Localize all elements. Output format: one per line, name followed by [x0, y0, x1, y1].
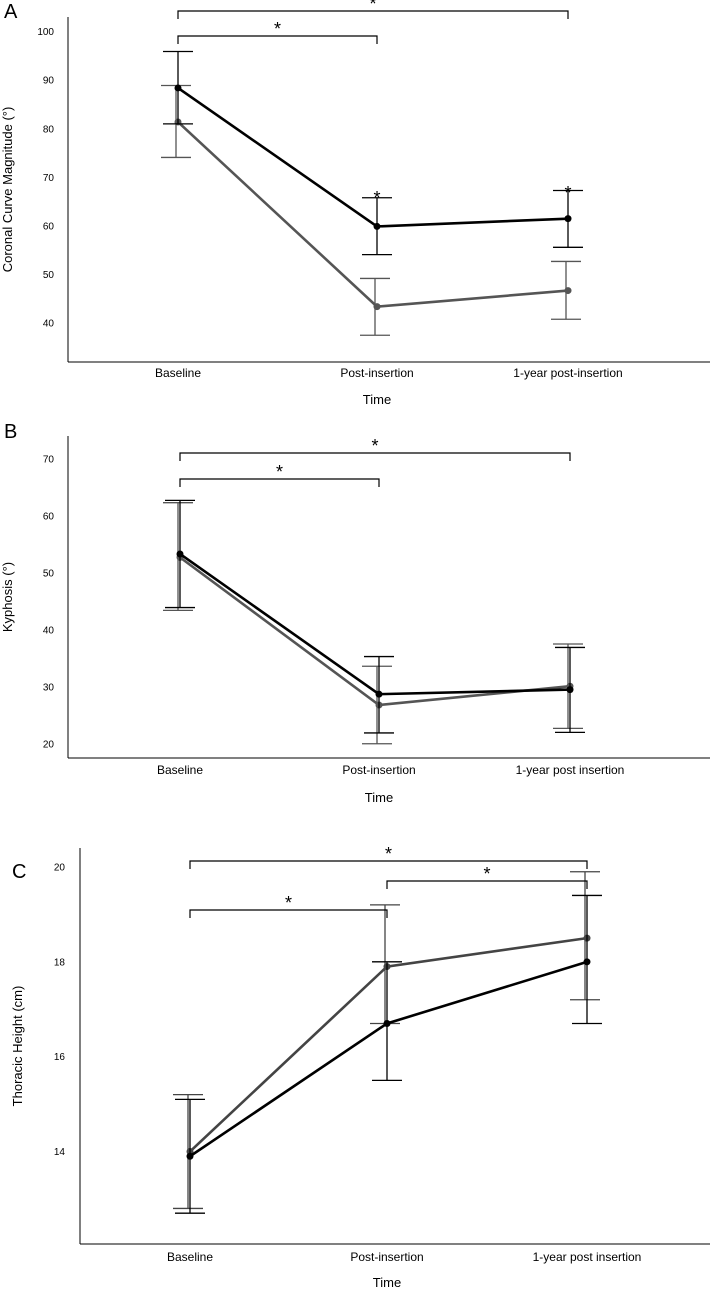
- series-2: [163, 502, 583, 745]
- series-1: [163, 50, 583, 256]
- y-axis-title: Thoracic Height (cm): [10, 986, 25, 1107]
- y-tick-label: 18: [54, 957, 66, 968]
- data-point: [373, 303, 381, 311]
- y-tick-label: 20: [43, 739, 55, 750]
- panel-letter: B: [4, 421, 17, 443]
- x-tick-label: Baseline: [167, 1250, 213, 1264]
- y-tick-label: 60: [43, 511, 55, 522]
- panel-letter: C: [12, 861, 26, 883]
- x-tick-label: 1-year post insertion: [533, 1250, 642, 1264]
- data-point: [375, 690, 383, 698]
- y-tick-label: 80: [43, 124, 55, 135]
- y-tick-label: 60: [43, 221, 55, 232]
- significance-star: *: [276, 462, 283, 482]
- significance-bracket: [179, 452, 571, 461]
- y-tick-label: 50: [43, 568, 55, 579]
- x-tick-label: 1-year post insertion: [516, 763, 625, 777]
- x-axis-title: Time: [365, 790, 393, 805]
- significance-star: *: [483, 864, 490, 884]
- y-axis-title: Kyphosis (°): [0, 562, 15, 632]
- y-tick-label: 70: [43, 173, 55, 184]
- panel-c: C 14 16 18 20 Thoracic Height (cm) Baseline Pos…: [10, 844, 710, 1289]
- y-tick-label: 90: [43, 76, 55, 87]
- panel-a: A 40 50 60 70 80 90 100 Coronal Curve Magnitude …: [0, 0, 710, 407]
- data-point: [583, 958, 591, 966]
- x-tick-label: 1-year post-insertion: [513, 366, 622, 380]
- x-tick-label: Post-insertion: [340, 366, 413, 380]
- data-point: [564, 287, 572, 295]
- significance-bracket: [177, 10, 569, 19]
- series-2: [161, 84, 581, 336]
- significance-star: *: [285, 893, 292, 913]
- significance-star: *: [369, 0, 376, 14]
- significance-bracket: [189, 909, 388, 918]
- y-tick-label: 40: [43, 319, 55, 330]
- significance-star: *: [385, 844, 392, 864]
- significance-star: *: [371, 436, 378, 456]
- series-line: [189, 960, 588, 1158]
- series-line: [179, 552, 571, 696]
- data-point: [566, 686, 574, 694]
- x-tick-label: Post-insertion: [342, 763, 415, 777]
- y-tick-label: 16: [54, 1052, 66, 1063]
- x-tick-label: Baseline: [157, 763, 203, 777]
- x-tick-label: Post-insertion: [350, 1250, 423, 1264]
- y-tick-label: 40: [43, 625, 55, 636]
- significance-bracket: [179, 478, 380, 487]
- y-tick-label: 14: [54, 1147, 66, 1158]
- significance-bracket: [177, 35, 378, 44]
- y-tick-label: 100: [37, 27, 54, 38]
- significance-star: *: [274, 19, 281, 39]
- y-axis-title: Coronal Curve Magnitude (°): [0, 107, 15, 273]
- data-point: [564, 215, 572, 223]
- y-tick-label: 30: [43, 682, 55, 693]
- x-axis-title: Time: [363, 392, 391, 407]
- y-tick-label: 50: [43, 270, 55, 281]
- panel-b: B 20 30 40 50 60 70 Kyphosis (°) Baseline Post-in…: [0, 421, 710, 805]
- x-tick-label: Baseline: [155, 366, 201, 380]
- data-point: [383, 1019, 391, 1027]
- significance-bracket: [386, 880, 588, 889]
- data-point: [176, 550, 184, 558]
- y-tick-label: 20: [54, 862, 66, 873]
- series-1: [165, 499, 585, 734]
- data-point: [186, 1152, 194, 1160]
- significance-star: *: [564, 183, 571, 203]
- data-point: [174, 84, 182, 92]
- significance-bracket: [189, 860, 588, 869]
- significance-star: *: [373, 188, 380, 208]
- series-line: [179, 556, 571, 707]
- x-axis-title: Time: [373, 1275, 401, 1289]
- series-1: [175, 894, 602, 1214]
- data-point: [373, 222, 381, 230]
- series-line: [189, 936, 588, 1153]
- panel-letter: A: [4, 1, 18, 23]
- y-tick-label: 70: [43, 454, 55, 465]
